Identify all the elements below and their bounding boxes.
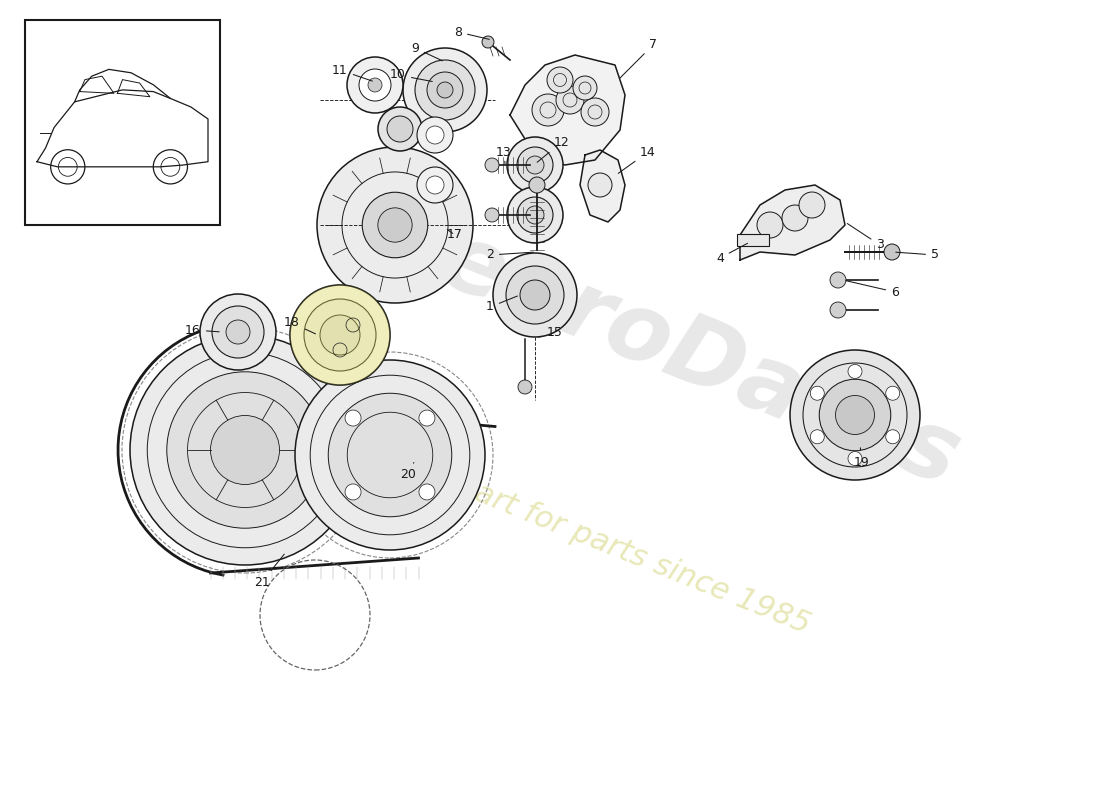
Text: 20: 20 bbox=[400, 462, 416, 482]
Circle shape bbox=[290, 285, 390, 385]
Circle shape bbox=[506, 266, 564, 324]
Text: 9: 9 bbox=[411, 42, 442, 61]
Text: 10: 10 bbox=[390, 69, 432, 82]
Circle shape bbox=[295, 360, 485, 550]
Circle shape bbox=[820, 379, 891, 450]
Circle shape bbox=[547, 67, 573, 93]
Circle shape bbox=[493, 253, 578, 337]
Circle shape bbox=[588, 173, 612, 197]
Circle shape bbox=[304, 299, 376, 371]
Polygon shape bbox=[580, 150, 625, 222]
Circle shape bbox=[811, 386, 824, 400]
Circle shape bbox=[507, 187, 563, 243]
Text: 2: 2 bbox=[486, 249, 534, 262]
Circle shape bbox=[200, 294, 276, 370]
Text: 1: 1 bbox=[486, 296, 517, 314]
Circle shape bbox=[886, 430, 900, 444]
Text: 13: 13 bbox=[496, 146, 512, 164]
Circle shape bbox=[362, 192, 428, 258]
Circle shape bbox=[485, 208, 499, 222]
Text: 17: 17 bbox=[447, 229, 463, 242]
Circle shape bbox=[212, 306, 264, 358]
Text: 6: 6 bbox=[846, 281, 899, 298]
Text: 12: 12 bbox=[537, 135, 570, 162]
Text: 16: 16 bbox=[185, 323, 219, 337]
Circle shape bbox=[811, 430, 824, 444]
Circle shape bbox=[482, 36, 494, 48]
Circle shape bbox=[417, 117, 453, 153]
Circle shape bbox=[757, 212, 783, 238]
Circle shape bbox=[427, 72, 463, 108]
Polygon shape bbox=[740, 185, 845, 260]
Circle shape bbox=[130, 335, 360, 565]
Text: 8: 8 bbox=[454, 26, 490, 39]
Text: 11: 11 bbox=[332, 63, 373, 81]
Circle shape bbox=[368, 78, 382, 92]
Circle shape bbox=[886, 386, 900, 400]
Circle shape bbox=[836, 395, 874, 434]
Circle shape bbox=[830, 302, 846, 318]
Circle shape bbox=[517, 147, 553, 183]
Text: 15: 15 bbox=[539, 326, 563, 338]
Text: 3: 3 bbox=[847, 223, 884, 251]
Circle shape bbox=[359, 69, 390, 101]
Circle shape bbox=[884, 244, 900, 260]
Circle shape bbox=[415, 60, 475, 120]
Circle shape bbox=[317, 147, 473, 303]
Polygon shape bbox=[510, 55, 625, 165]
Circle shape bbox=[226, 320, 250, 344]
Text: a part for parts since 1985: a part for parts since 1985 bbox=[426, 460, 814, 640]
Circle shape bbox=[529, 177, 544, 193]
Circle shape bbox=[485, 158, 499, 172]
Circle shape bbox=[426, 176, 444, 194]
Circle shape bbox=[377, 208, 412, 242]
Circle shape bbox=[782, 205, 808, 231]
Text: 7: 7 bbox=[620, 38, 657, 78]
Circle shape bbox=[417, 167, 453, 203]
Text: 4: 4 bbox=[716, 243, 748, 265]
Circle shape bbox=[848, 451, 862, 466]
Circle shape bbox=[507, 137, 563, 193]
Circle shape bbox=[790, 350, 920, 480]
Circle shape bbox=[520, 280, 550, 310]
Text: 14: 14 bbox=[618, 146, 656, 174]
Circle shape bbox=[517, 197, 553, 233]
Circle shape bbox=[426, 126, 444, 144]
Circle shape bbox=[378, 107, 422, 151]
Text: 21: 21 bbox=[254, 554, 284, 589]
FancyBboxPatch shape bbox=[25, 20, 220, 225]
Circle shape bbox=[387, 116, 412, 142]
Circle shape bbox=[799, 192, 825, 218]
Circle shape bbox=[345, 484, 361, 500]
Circle shape bbox=[526, 156, 544, 174]
Circle shape bbox=[210, 415, 279, 485]
Circle shape bbox=[167, 372, 323, 528]
Circle shape bbox=[848, 365, 862, 378]
Text: 18: 18 bbox=[284, 317, 316, 334]
Circle shape bbox=[581, 98, 609, 126]
Text: 5: 5 bbox=[895, 249, 939, 262]
Text: 19: 19 bbox=[854, 448, 870, 469]
Circle shape bbox=[518, 380, 532, 394]
Circle shape bbox=[328, 394, 452, 517]
Circle shape bbox=[320, 315, 360, 355]
Circle shape bbox=[556, 86, 584, 114]
Circle shape bbox=[532, 94, 564, 126]
Circle shape bbox=[830, 272, 846, 288]
Circle shape bbox=[419, 410, 435, 426]
Circle shape bbox=[346, 57, 403, 113]
Circle shape bbox=[526, 206, 544, 224]
Circle shape bbox=[419, 484, 435, 500]
Circle shape bbox=[290, 285, 390, 385]
Text: euroDares: euroDares bbox=[427, 214, 974, 506]
FancyBboxPatch shape bbox=[737, 234, 769, 246]
Circle shape bbox=[345, 410, 361, 426]
Circle shape bbox=[573, 76, 597, 100]
Circle shape bbox=[403, 48, 487, 132]
Circle shape bbox=[437, 82, 453, 98]
